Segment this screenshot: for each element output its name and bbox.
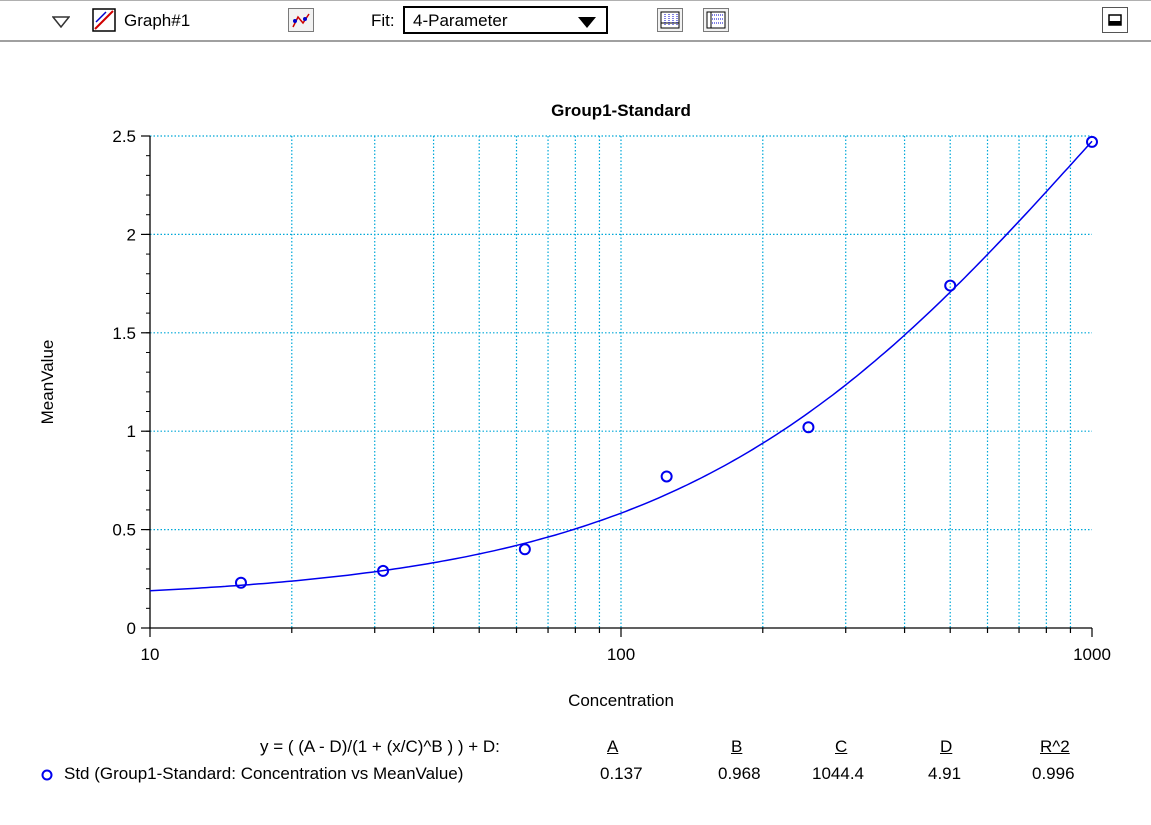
dropdown-arrow-icon — [578, 16, 596, 34]
param-header-b: B — [731, 737, 743, 756]
param-header-a: A — [607, 737, 619, 756]
fit-equation: y = ( (A - D)/(1 + (x/C)^B ) ) + D: — [260, 737, 500, 756]
y-tick-label: 0 — [127, 619, 136, 638]
y-axis-label: MeanValue — [38, 340, 57, 425]
grid — [150, 135, 1092, 628]
x-axis-label: Concentration — [568, 691, 674, 710]
data-point — [377, 564, 390, 577]
param-header-r2: R^2 — [1040, 737, 1070, 756]
horizontal-grid-button[interactable] — [657, 8, 683, 32]
collapse-triangle-icon[interactable] — [51, 15, 71, 33]
param-header-c: C — [835, 737, 848, 756]
data-point — [234, 576, 247, 589]
data-point — [944, 279, 957, 292]
graph-toolbar: Graph#1 Fit: 4-Parameter — [0, 0, 1151, 42]
standard-curve-chart: 0 0.5 1 1.5 2 2.5 10 100 1000 Group1-Standard Conc… — [38, 101, 1111, 710]
legend-series-label: Std (Group1-Standard: Concentration vs M… — [64, 764, 464, 783]
y-tick-label: 1.5 — [112, 324, 136, 343]
y-tick-label: 2.5 — [112, 127, 136, 146]
x-tick-label: 10 — [141, 645, 160, 664]
window-icon — [1108, 14, 1122, 26]
vertical-grid-icon — [706, 11, 726, 29]
y-tick-label: 2 — [127, 225, 136, 244]
data-points-icon — [292, 13, 310, 28]
fit-dropdown-value: 4-Parameter — [413, 11, 508, 30]
legend-marker-icon — [41, 769, 53, 781]
data-point — [802, 421, 815, 434]
y-tick-label: 1 — [127, 422, 136, 441]
param-value-r2: 0.996 — [1032, 764, 1075, 783]
param-value-a: 0.137 — [600, 764, 643, 783]
fit-dropdown[interactable]: 4-Parameter — [403, 6, 608, 34]
data-point — [518, 543, 531, 556]
fit-label: Fit: — [371, 11, 395, 30]
y-tick-label: 0.5 — [112, 521, 136, 540]
param-value-c: 1044.4 — [812, 764, 864, 783]
param-header-d: D — [940, 737, 953, 756]
data-point — [660, 470, 673, 483]
fit-curve-line — [149, 140, 1093, 592]
param-value-d: 4.91 — [928, 764, 962, 783]
vertical-grid-button[interactable] — [703, 8, 729, 32]
restore-window-button[interactable] — [1102, 7, 1128, 33]
data-points-button[interactable] — [288, 8, 314, 32]
graph-type-icon[interactable] — [92, 8, 116, 32]
chart-title: Group1-Standard — [551, 101, 691, 120]
horizontal-grid-icon — [660, 11, 680, 29]
graph-name[interactable]: Graph#1 — [124, 11, 191, 30]
x-tick-label: 1000 — [1073, 645, 1111, 664]
x-tick-label: 100 — [607, 645, 635, 664]
data-point — [1086, 135, 1098, 148]
param-value-b: 0.968 — [718, 764, 761, 783]
